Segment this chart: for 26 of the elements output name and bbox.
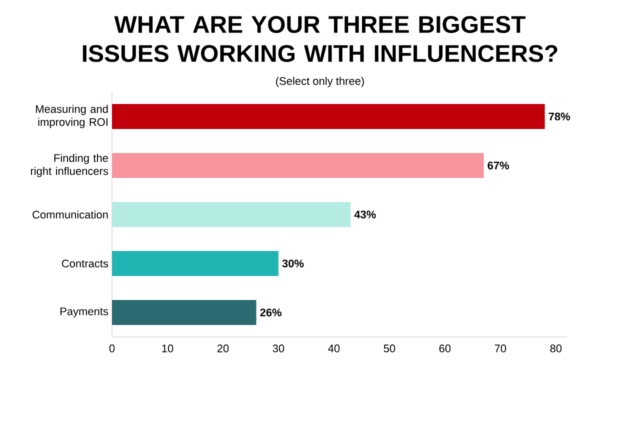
y-tick-label: Finding the right influencers <box>30 154 108 178</box>
bar <box>112 104 545 129</box>
data-label: 78% <box>548 112 570 120</box>
x-tick-label: 40 <box>328 344 340 352</box>
data-label: 26% <box>260 308 282 316</box>
data-label: 30% <box>282 260 304 268</box>
x-tick-label: 50 <box>384 344 396 352</box>
bar <box>112 152 484 178</box>
bar <box>112 300 256 325</box>
y-tick-label: Measuring and improving ROI <box>36 104 108 128</box>
x-tick-label: 60 <box>439 344 451 352</box>
x-tick-label: 10 <box>162 344 174 352</box>
x-tick-label: 0 <box>109 344 115 352</box>
data-label: 43% <box>354 210 376 218</box>
bar <box>112 202 351 227</box>
x-tick-label: 80 <box>550 344 562 352</box>
x-tick-label: 30 <box>272 344 284 352</box>
x-tick-label: 20 <box>217 344 229 352</box>
y-tick-label: Contracts <box>62 260 108 268</box>
chart-subtitle: (Select only three) <box>276 76 364 88</box>
y-tick-label: Communication <box>32 210 108 219</box>
y-tick-label: Payments <box>60 308 108 318</box>
x-tick-label: 70 <box>494 344 506 352</box>
bar <box>112 250 278 276</box>
chart-title: WHAT ARE YOUR THREE BIGGEST ISSUES WORKING WITH INFLUENCERS? <box>82 16 558 62</box>
data-label: 67% <box>488 162 510 170</box>
